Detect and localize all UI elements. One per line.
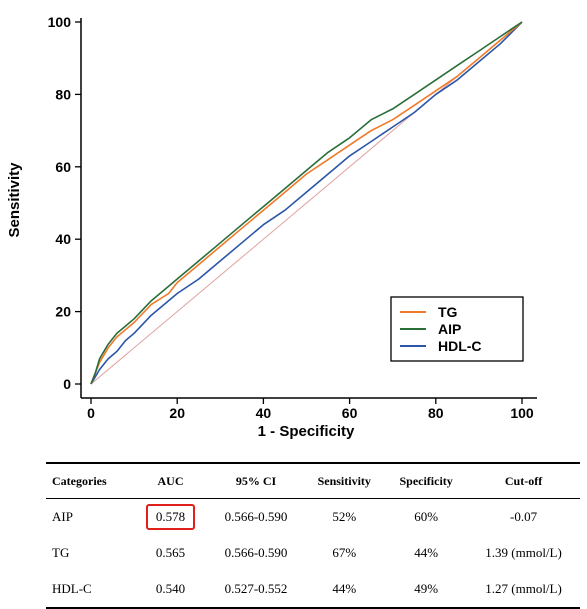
cell-category: HDL-C — [52, 581, 92, 596]
x-tick-label: 0 — [87, 405, 95, 421]
x-tick-label: 40 — [256, 405, 272, 421]
y-tick-label: 20 — [55, 304, 71, 320]
legend-label-hdl-c: HDL-C — [438, 338, 482, 354]
header-sensitivity: Sensitivity — [317, 473, 371, 488]
cell-auc: 0.578 — [132, 499, 208, 536]
roc-chart: 0 20 40 60 80 100 0 20 40 60 80 100 1 - Specificity… — [6, 14, 537, 440]
x-tick-label: 60 — [342, 405, 358, 421]
tick-layer: 0 20 40 60 80 100 0 20 40 60 80 100 — [48, 14, 534, 421]
x-tick-label: 20 — [169, 405, 185, 421]
cell-auc: 0.565 — [155, 545, 186, 560]
series-layer — [90, 21, 523, 385]
series-line-hdl-c — [90, 21, 523, 385]
cell-specificity: 49% — [414, 581, 439, 596]
x-axis-label: 1 - Specificity — [258, 423, 355, 440]
y-tick-label: 60 — [55, 159, 71, 175]
cell-ci: 0.566-0.590 — [224, 545, 288, 560]
cell-category: AIP — [52, 509, 73, 524]
axes — [80, 18, 537, 399]
cell-cutoff: 1.39 (mmol/L) — [485, 545, 562, 560]
y-tick-label: 100 — [48, 14, 72, 30]
header-specificity: Specificity — [399, 473, 453, 488]
cell-cutoff: -0.07 — [509, 509, 538, 524]
cell-ci: 0.527-0.552 — [224, 581, 288, 596]
cell-cutoff: 1.27 (mmol/L) — [485, 581, 562, 596]
cell-specificity: 44% — [414, 545, 439, 560]
x-tick-label: 100 — [510, 405, 534, 421]
cell-sensitivity: 52% — [332, 509, 357, 524]
header-auc: AUC — [157, 473, 184, 488]
cell-sensitivity: 44% — [332, 581, 357, 596]
reference-diagonal — [90, 21, 523, 385]
table-row: TG 0.565 0.566-0.590 67% 44% 1.39 (mmol/… — [46, 535, 580, 571]
cell-specificity: 60% — [414, 509, 439, 524]
legend-label-aip: AIP — [438, 321, 461, 337]
cell-auc: 0.540 — [155, 581, 186, 596]
table-header-row: Categories AUC 95% CI Sensitivity Specif… — [46, 463, 580, 499]
legend-box — [390, 296, 524, 362]
header-categories: Categories — [52, 473, 107, 488]
y-axis-label: Sensitivity — [6, 162, 23, 238]
legend-label-tg: TG — [438, 304, 458, 320]
stats-table: Categories AUC 95% CI Sensitivity Specif… — [46, 462, 580, 609]
legend: TG AIP HDL-C — [390, 296, 524, 362]
cell-category: TG — [52, 545, 70, 560]
reference-line-layer — [90, 21, 523, 385]
auc-highlight-box: 0.578 — [145, 504, 196, 530]
y-tick-label: 80 — [55, 86, 71, 102]
cell-sensitivity: 67% — [332, 545, 357, 560]
x-tick-label: 80 — [428, 405, 444, 421]
cell-ci: 0.566-0.590 — [224, 509, 288, 524]
y-tick-label: 40 — [55, 231, 71, 247]
series-line-aip — [90, 21, 523, 385]
y-tick-label: 0 — [63, 376, 71, 392]
table-row: AIP 0.578 0.566-0.590 52% 60% -0.07 — [46, 499, 580, 536]
header-ci: 95% CI — [235, 473, 277, 488]
series-line-tg — [90, 21, 523, 385]
header-cutoff: Cut-off — [504, 473, 543, 488]
table-row: HDL-C 0.540 0.527-0.552 44% 49% 1.27 (mm… — [46, 571, 580, 608]
